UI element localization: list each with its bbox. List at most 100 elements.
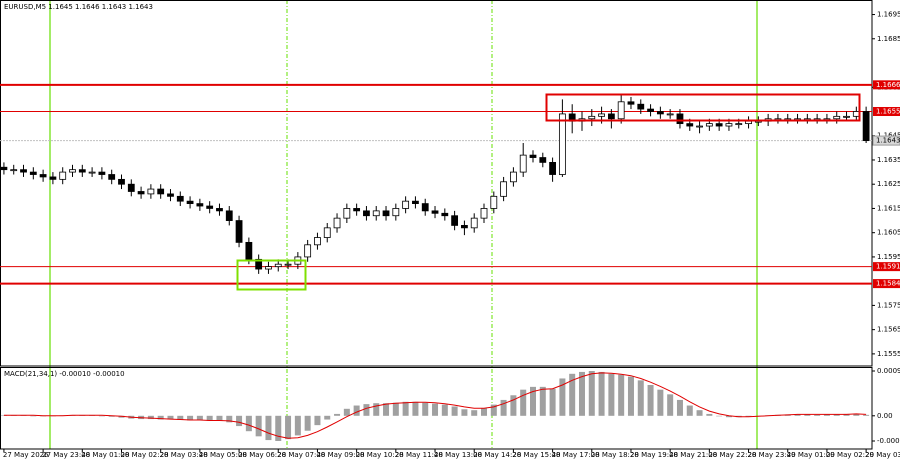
macd-bar	[147, 415, 154, 420]
candle-body	[852, 111, 860, 117]
x-tick-label: 28 May 13:00	[434, 451, 482, 459]
candle-body	[255, 258, 263, 270]
macd-bar	[206, 415, 213, 421]
macd-bar	[529, 386, 536, 416]
candle-body	[392, 208, 400, 217]
candle-body	[705, 123, 713, 127]
macd-bar	[569, 373, 576, 416]
candle-body	[118, 178, 125, 185]
x-tick-label: 28 May 01:00	[81, 451, 129, 459]
macd-bar	[794, 414, 801, 416]
macd-bar	[392, 402, 399, 416]
x-tick-label: 29 May 01:00	[787, 451, 835, 459]
candle-body	[10, 169, 18, 172]
candle-body	[490, 195, 498, 209]
macd-bar	[814, 414, 821, 416]
x-tick-label: 28 May 21:00	[669, 451, 717, 459]
macd-bar	[441, 404, 448, 416]
macd-bar	[853, 413, 860, 416]
x-tick-label: 28 May 11:40	[395, 451, 443, 459]
candle-body	[686, 123, 694, 127]
macd-bar	[432, 403, 439, 416]
level-label-box	[873, 106, 900, 116]
macd-bar	[98, 415, 105, 417]
macd-bar	[177, 415, 184, 420]
candle-body	[627, 101, 635, 105]
candle-body	[127, 183, 135, 192]
macd-bar	[383, 403, 390, 416]
y-tick-label: 1.1555	[877, 350, 900, 358]
candle-body	[0, 166, 8, 171]
candle-body	[715, 123, 723, 127]
macd-bar	[255, 415, 262, 437]
x-tick-label: 29 May 03:40	[865, 451, 900, 459]
macd-panel-frame	[0, 367, 873, 450]
candle-body	[500, 181, 508, 197]
candle-body	[314, 237, 321, 246]
macd-bar	[481, 408, 488, 416]
macd-bar	[608, 373, 615, 416]
macd-bar	[725, 415, 732, 418]
macd-bar	[637, 380, 644, 416]
macd-bar	[343, 408, 350, 416]
candle-body	[265, 266, 272, 270]
macd-bar	[471, 410, 478, 416]
candle-body	[647, 108, 654, 112]
macd-bar	[275, 415, 282, 441]
macd-bar	[804, 414, 811, 416]
y-tick-label: 0.00096	[877, 367, 900, 375]
x-tick-label: 28 May 22:20	[708, 451, 756, 459]
macd-bar	[373, 403, 380, 416]
y-tick-label: 1.1625	[877, 180, 900, 188]
candle-body	[343, 208, 351, 219]
candle-body	[421, 203, 429, 212]
macd-bar	[578, 371, 585, 416]
candle-body	[167, 193, 174, 197]
x-tick-label: 28 May 09:00	[316, 451, 364, 459]
candle-body	[382, 210, 390, 217]
candle-body	[88, 171, 96, 174]
y-tick-label: 1.1695	[877, 11, 900, 19]
candle-body	[441, 212, 449, 217]
level-label: 1.1591	[876, 263, 900, 271]
level-label-box	[873, 262, 900, 272]
macd-bar	[667, 394, 674, 416]
macd-bar	[676, 399, 683, 416]
x-tick-label: 28 May 06:20	[238, 451, 286, 459]
last-price-box	[872, 135, 900, 146]
candle-body	[372, 210, 380, 217]
candle-body	[206, 205, 214, 209]
x-tick-label: 28 May 14:20	[473, 451, 521, 459]
y-tick-label: 1.1565	[877, 326, 900, 334]
macd-bar	[412, 401, 419, 416]
candle-body	[245, 241, 253, 260]
price-panel-frame	[0, 0, 873, 367]
candle-body	[69, 169, 76, 173]
x-tick-label: 29 May 02:20	[826, 451, 874, 459]
candle-body	[735, 123, 743, 126]
macd-bar	[451, 406, 458, 416]
macd-bar	[334, 413, 341, 416]
candle-body	[510, 171, 517, 183]
candle-body	[412, 200, 419, 205]
macd-bar	[716, 415, 723, 417]
candle-body	[59, 171, 67, 180]
candle-body	[480, 208, 488, 219]
level-label: 1.1655	[876, 107, 900, 115]
macd-bar	[402, 401, 409, 416]
macd-bar	[422, 402, 429, 416]
candle-body	[833, 115, 841, 120]
y-tick-label: 1.1605	[877, 229, 900, 237]
candle-body	[196, 203, 204, 207]
x-tick-label: 28 May 03:40	[160, 451, 208, 459]
last-price-label: 1.1643	[876, 137, 900, 145]
candle-body	[333, 217, 341, 229]
candle-body	[108, 174, 116, 180]
macd-signal-line	[3, 372, 867, 439]
candle-body	[696, 125, 703, 128]
y-tick-label: 0.00	[877, 412, 893, 420]
level-label: 1.1584	[876, 280, 900, 288]
macd-bar	[226, 415, 233, 423]
macd-bar	[285, 415, 292, 440]
